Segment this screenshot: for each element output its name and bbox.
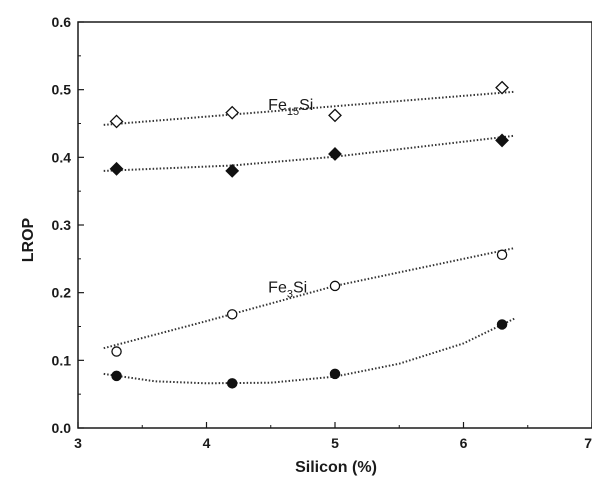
ticks: 3 4 5 6 7 0.0 0.1 0.2 0.3 0.4 0.5 0.6 (52, 14, 592, 451)
phase-label: Fe3Si (268, 280, 307, 301)
y-tick-label: 0.3 (52, 217, 72, 233)
x-tick-label: 3 (74, 435, 82, 451)
axes (77, 21, 592, 429)
x-tick-label: 5 (331, 435, 339, 451)
y-tick-label: 0.2 (52, 285, 72, 301)
y-tick-label: 0.6 (52, 14, 72, 30)
y-axis-title: LROP (20, 217, 37, 262)
fit-line (103, 90, 515, 126)
fit-line (103, 317, 516, 385)
annotations: Fe15Si Fe3Si (268, 97, 313, 301)
y-tick-label: 0.0 (52, 420, 72, 436)
x-tick-label: 7 (584, 435, 592, 451)
y-tick-label: 0.4 (52, 149, 72, 165)
fit-line (103, 247, 516, 350)
x-tick-label: 4 (203, 435, 211, 451)
filled-diamond-marker (225, 163, 240, 178)
filled-circle-marker (496, 319, 508, 330)
filled-diamond-marker (109, 161, 124, 176)
phase-label: Fe15Si (268, 97, 313, 118)
filled-diamond-marker (328, 147, 342, 161)
filled-circle-marker (226, 378, 238, 389)
open-diamond-marker (109, 114, 124, 129)
filled-circle-marker (329, 368, 341, 380)
open-circle-marker (226, 309, 238, 320)
fit-line (103, 134, 516, 172)
open-circle-marker (111, 346, 122, 357)
filled-circle-marker (111, 370, 122, 382)
filled-diamond-marker (495, 133, 509, 148)
open-circle-marker (496, 249, 508, 261)
x-axis-title: Silicon (%) (295, 459, 377, 476)
open-diamond-marker (495, 80, 509, 95)
open-diamond-marker (225, 105, 240, 120)
open-circle-marker (329, 280, 341, 292)
fit-lines (103, 90, 516, 385)
y-tick-label: 0.5 (52, 82, 72, 98)
open-diamond-marker (328, 108, 342, 123)
plot-frame (77, 21, 592, 429)
y-tick-label: 0.1 (52, 352, 72, 368)
x-tick-label: 6 (460, 435, 468, 451)
data-markers (109, 80, 509, 389)
